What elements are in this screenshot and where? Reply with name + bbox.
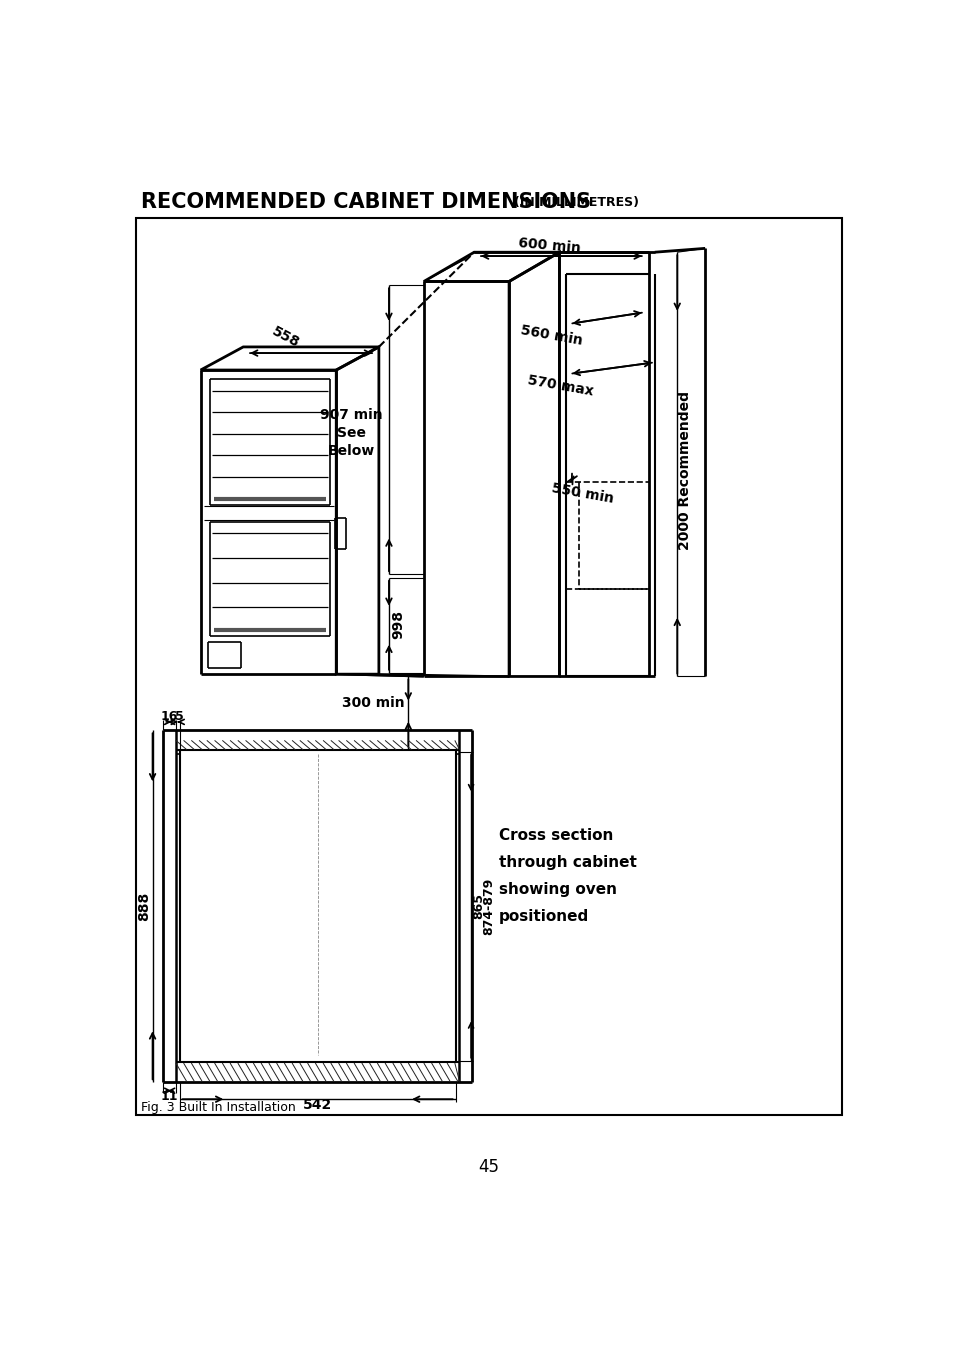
Text: 45: 45 (477, 1158, 499, 1175)
Text: RECOMMENDED CABINET DIMENSIONS: RECOMMENDED CABINET DIMENSIONS (141, 192, 591, 212)
Text: 560 min: 560 min (519, 323, 583, 347)
Text: 542: 542 (303, 1098, 332, 1112)
Text: showing oven: showing oven (498, 882, 617, 897)
Text: 907 min: 907 min (320, 408, 383, 423)
FancyBboxPatch shape (136, 218, 841, 1115)
Text: 558: 558 (270, 324, 302, 351)
Text: 11: 11 (161, 1090, 178, 1102)
Text: 2000 Recommended: 2000 Recommended (678, 390, 691, 550)
Text: 550 min: 550 min (550, 481, 615, 505)
Text: 600 min: 600 min (517, 235, 580, 255)
Text: 888: 888 (137, 892, 151, 920)
Text: 998: 998 (391, 611, 405, 639)
Text: Fig. 3 Built In Installation: Fig. 3 Built In Installation (141, 1101, 295, 1115)
Text: 874-879: 874-879 (482, 877, 495, 935)
Text: through cabinet: through cabinet (498, 855, 637, 870)
Text: 5: 5 (174, 711, 183, 723)
Text: 570 max: 570 max (526, 373, 595, 399)
Text: Below: Below (328, 444, 375, 458)
Text: positioned: positioned (498, 909, 589, 924)
Text: (IN MILLIMETRES): (IN MILLIMETRES) (514, 196, 639, 208)
Text: 865: 865 (472, 893, 485, 919)
Text: 16: 16 (161, 711, 178, 723)
Text: 300 min: 300 min (342, 696, 404, 711)
Text: See: See (337, 426, 366, 440)
Text: Cross section: Cross section (498, 828, 613, 843)
